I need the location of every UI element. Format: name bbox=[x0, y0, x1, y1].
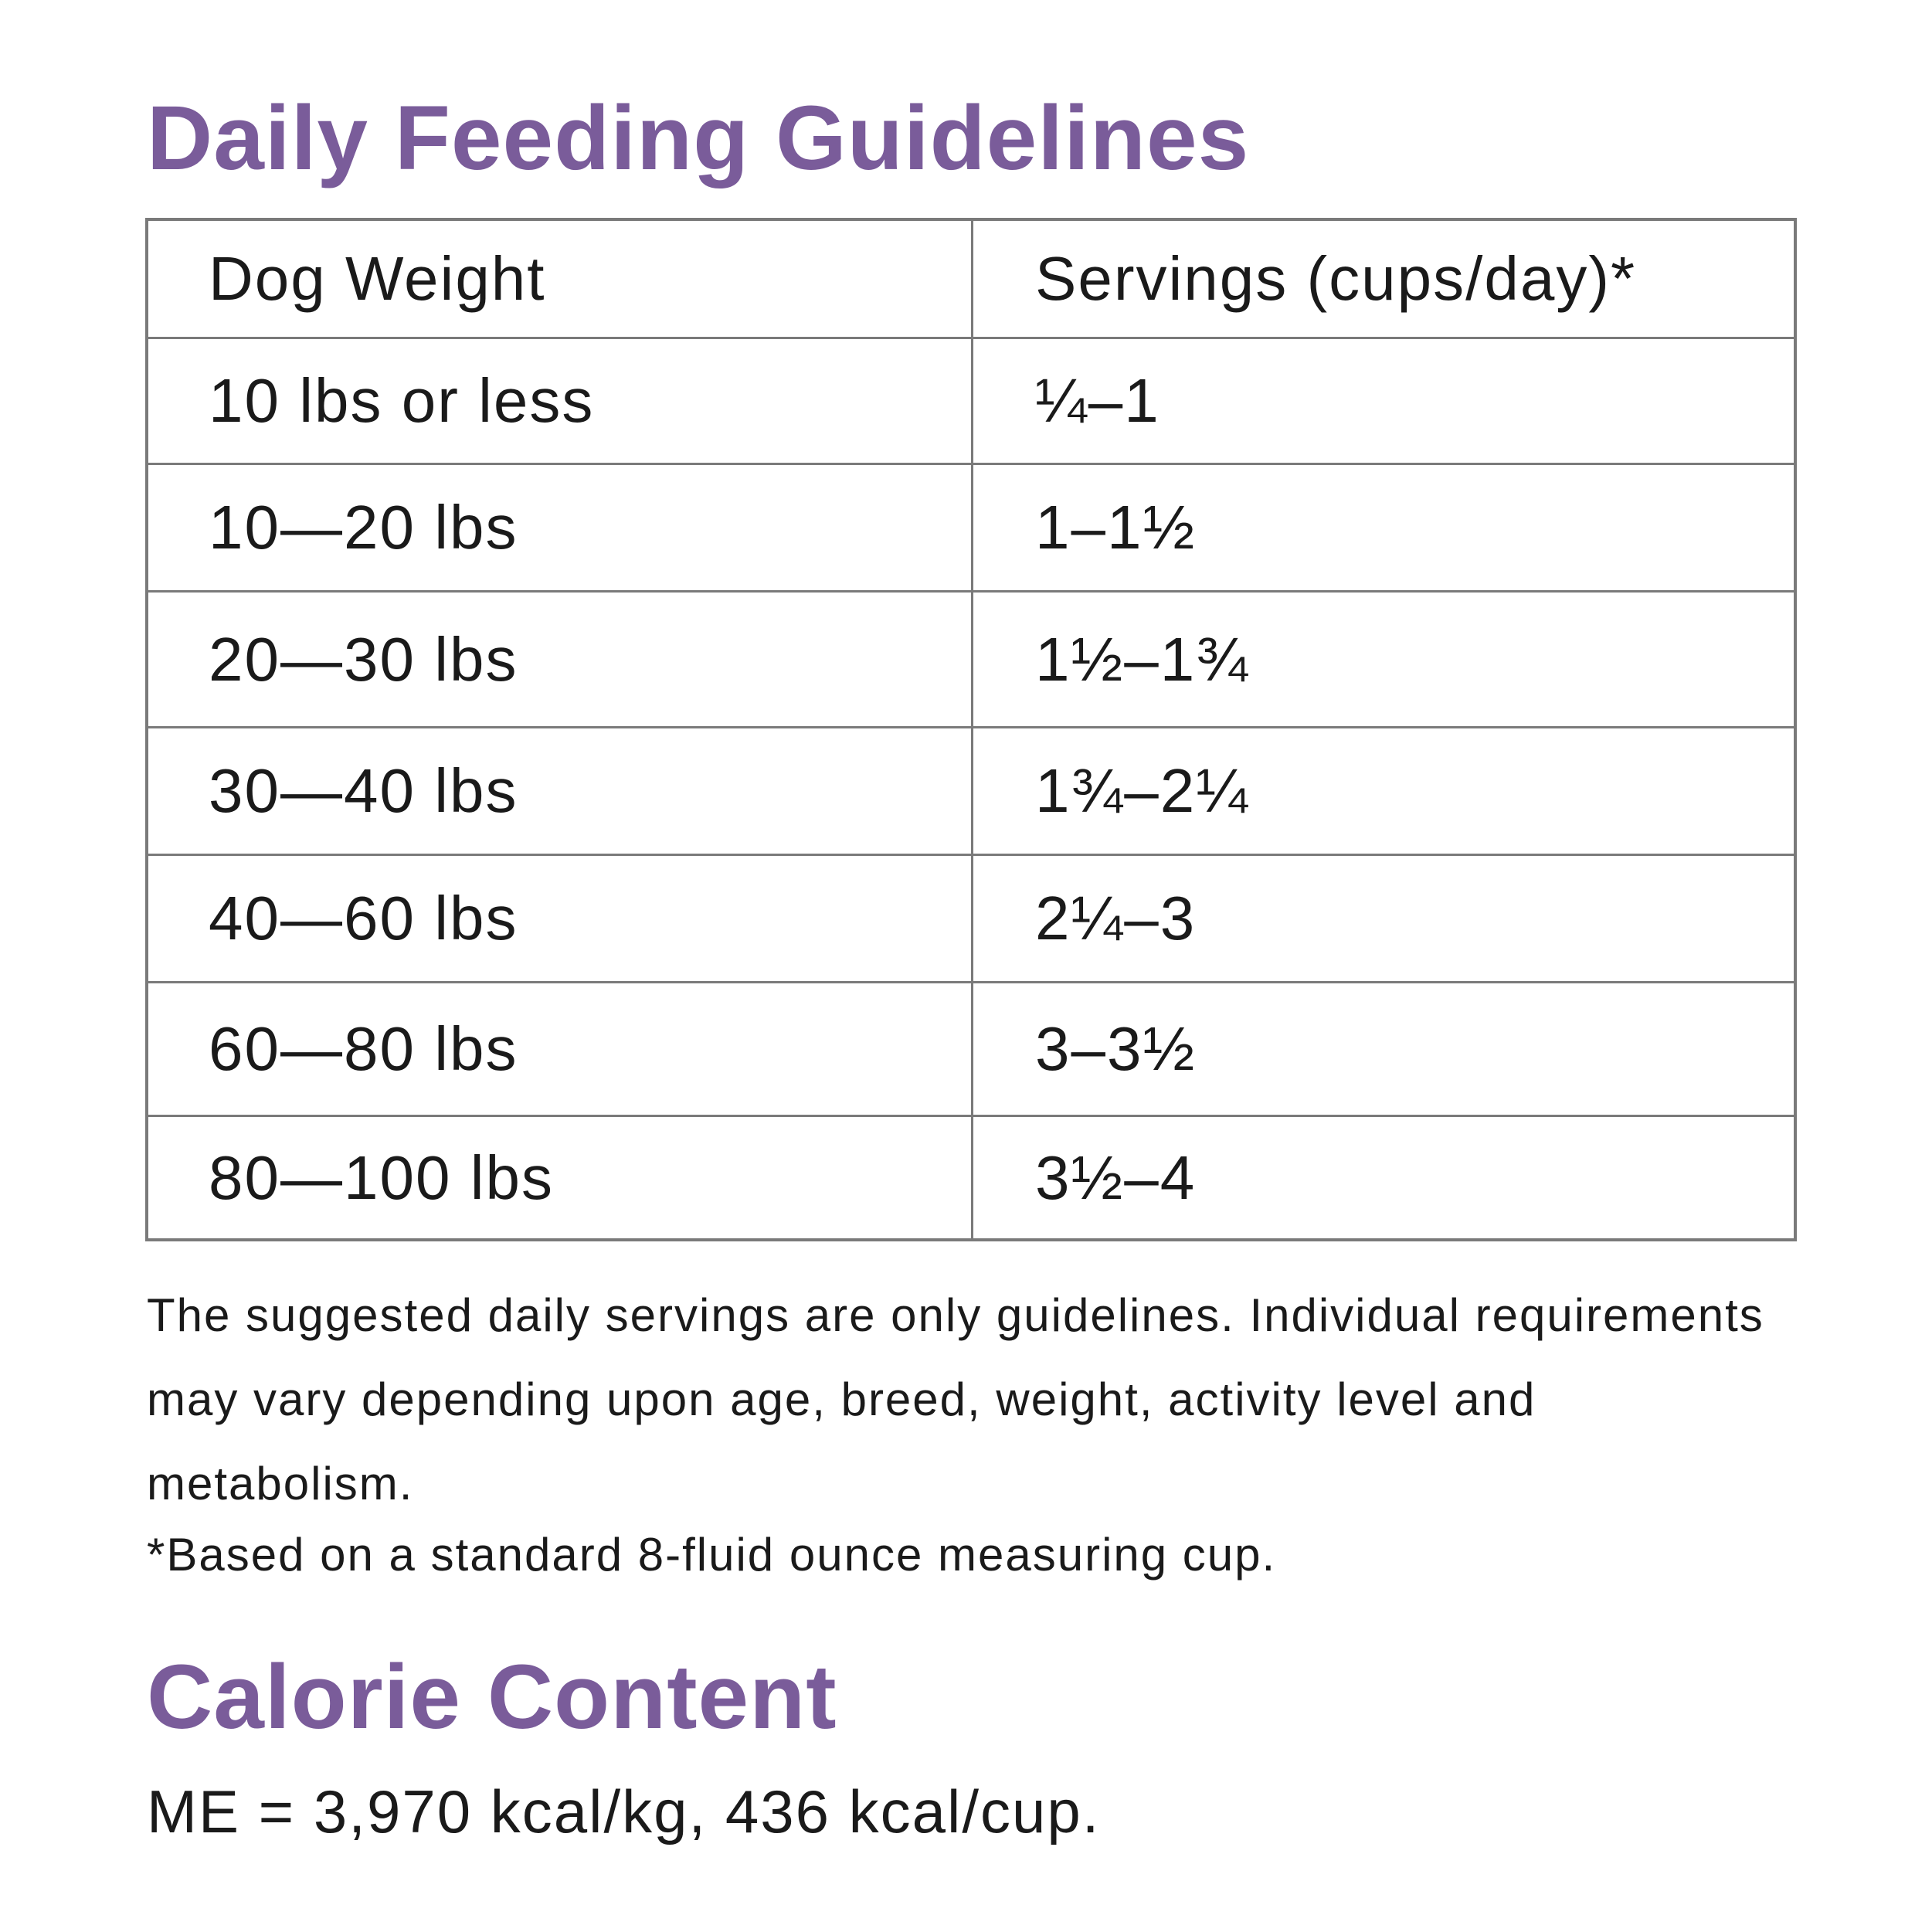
table-row: 30—40 lbs 1¾–2¼ bbox=[148, 726, 1794, 854]
table-header-row: Dog Weight Servings (cups/day)* bbox=[148, 221, 1794, 337]
servings-cell: 1½–1¾ bbox=[1035, 624, 1249, 694]
weight-cell: 10—20 lbs bbox=[148, 465, 973, 590]
servings-cell: 2¼–3 bbox=[1035, 884, 1197, 952]
weight-cell: 40—60 lbs bbox=[148, 856, 973, 981]
table-row: 80—100 lbs 3½–4 bbox=[148, 1115, 1794, 1238]
servings-cell: 3½–4 bbox=[1035, 1143, 1197, 1212]
weight-cell: 10 lbs or less bbox=[148, 339, 973, 463]
table-row: 20—30 lbs 1½–1¾ bbox=[148, 590, 1794, 726]
weight-cell: 20—30 lbs bbox=[148, 593, 973, 726]
table-row: 40—60 lbs 2¼–3 bbox=[148, 854, 1794, 981]
column-header-servings: Servings (cups/day)* bbox=[1035, 244, 1637, 313]
feeding-table: Dog Weight Servings (cups/day)* 10 lbs o… bbox=[145, 218, 1797, 1241]
servings-cell: 3–3½ bbox=[1035, 1014, 1197, 1083]
table-row: 10—20 lbs 1–1½ bbox=[148, 463, 1794, 590]
table-row: 10 lbs or less ¼–1 bbox=[148, 337, 1794, 463]
measuring-cup-footnote: *Based on a standard 8-fluid ounce measu… bbox=[147, 1529, 1277, 1581]
servings-cell: 1¾–2¼ bbox=[1035, 756, 1249, 825]
servings-cell: 1–1½ bbox=[1035, 493, 1197, 562]
calorie-content-heading: Calorie Content bbox=[147, 1646, 837, 1748]
servings-cell: ¼–1 bbox=[1035, 366, 1160, 435]
table-row: 60—80 lbs 3–3½ bbox=[148, 981, 1794, 1115]
weight-cell: 80—100 lbs bbox=[148, 1117, 973, 1238]
calorie-content-text: ME = 3,970 kcal/kg, 436 kcal/cup. bbox=[147, 1778, 1101, 1845]
feeding-guidelines-heading: Daily Feeding Guidelines bbox=[147, 87, 1250, 189]
feeding-note: The suggested daily servings are only gu… bbox=[147, 1289, 1764, 1509]
weight-cell: 60—80 lbs bbox=[148, 983, 973, 1115]
column-header-dog-weight: Dog Weight bbox=[148, 221, 973, 337]
weight-cell: 30—40 lbs bbox=[148, 728, 973, 854]
